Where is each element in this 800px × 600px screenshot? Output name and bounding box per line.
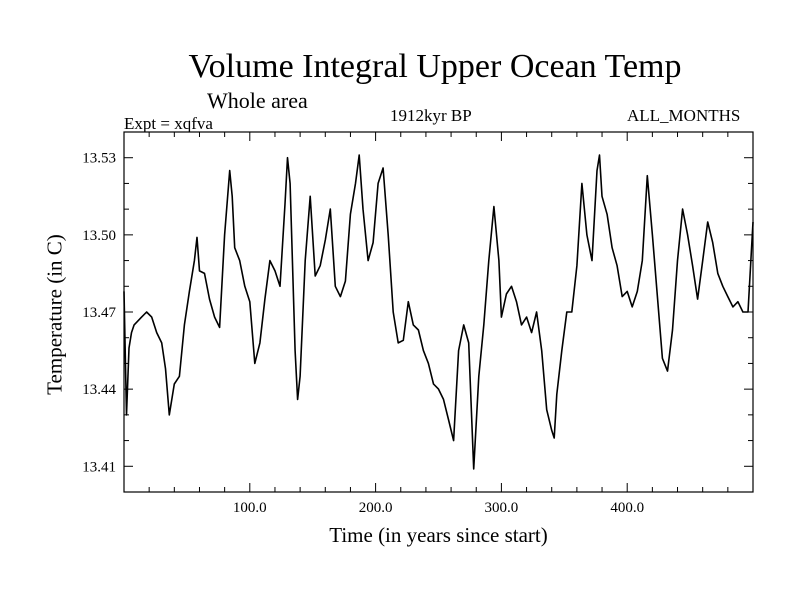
x-tick-label: 300.0 [485, 500, 519, 516]
series-layer [123, 154, 754, 470]
period-label: 1912kyr BP [390, 106, 472, 125]
chart-subtitle: Whole area [207, 88, 308, 113]
tick-labels: 13.41 13.44 13.47 13.50 13.53 100.0 200.0 300.0… [82, 151, 644, 516]
y-tick-label: 13.44 [82, 382, 116, 398]
y-tick-label: 13.47 [82, 305, 116, 321]
y-tick-label: 13.41 [82, 459, 116, 475]
x-tick-label: 400.0 [610, 500, 644, 516]
experiment-label: Expt = xqfva [124, 114, 213, 133]
y-tick-label: 13.50 [82, 228, 116, 244]
x-axis-label: Time (in years since start) [329, 523, 548, 547]
x-tick-label: 200.0 [359, 500, 393, 516]
months-label: ALL_MONTHS [627, 106, 741, 125]
series-line [123, 154, 754, 470]
y-tick-label: 13.53 [82, 151, 116, 167]
plot-frame [123, 131, 754, 493]
x-tick-label: 100.0 [233, 500, 267, 516]
chart-title: Volume Integral Upper Ocean Temp [188, 48, 682, 85]
axis-ticks [124, 131, 753, 493]
